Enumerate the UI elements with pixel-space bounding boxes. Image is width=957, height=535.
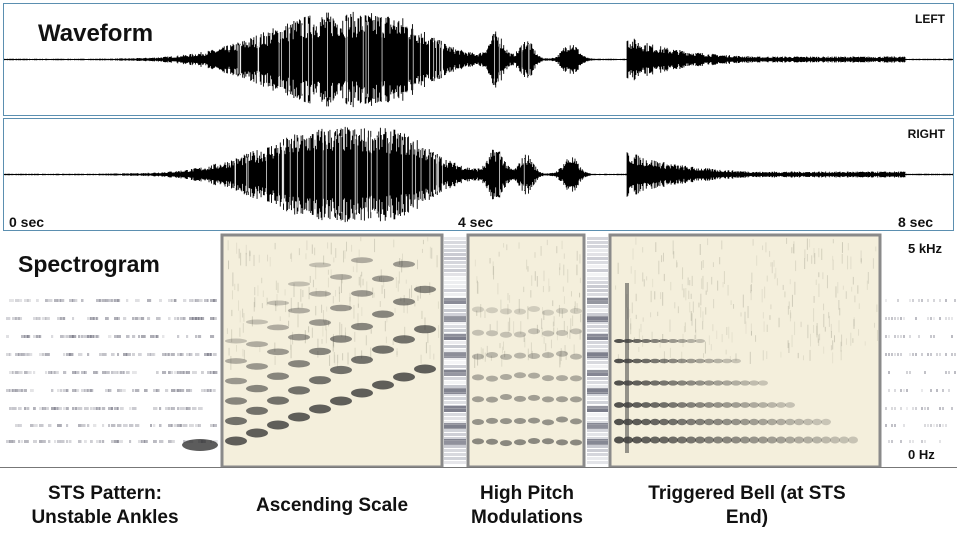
waveform-left-panel: Waveform LEFT (3, 3, 954, 116)
caption-ascending-scale: Ascending Scale (222, 494, 442, 518)
right-channel-label: RIGHT (907, 127, 945, 141)
caption-sts-pattern-line1: STS Pattern: (47, 483, 163, 504)
waveform-right-panel: RIGHT (3, 118, 954, 231)
waveform-title: Waveform (38, 20, 154, 47)
freq-label-top: 5 kHz (908, 241, 942, 256)
time-label-start: 0 sec (9, 214, 45, 230)
caption-triggered-bell: Triggered Bell (at STS End) (622, 482, 872, 530)
caption-sts-pattern-line2: Unstable Ankles (31, 507, 179, 528)
caption-triggered-bell-line1: Triggered Bell (at STS (648, 483, 846, 504)
spectrogram-title: Spectrogram (18, 251, 160, 277)
caption-high-pitch: High Pitch Modulations (452, 482, 602, 530)
time-label-mid: 4 sec (458, 214, 494, 230)
caption-sts-pattern: STS Pattern: Unstable Ankles (10, 482, 200, 530)
left-channel-label: LEFT (915, 12, 945, 26)
spectrogram-image (6, 233, 956, 467)
caption-triggered-bell-line2: End) (725, 507, 769, 528)
spectrogram-panel: Spectrogram 5 kHz 0 Hz (0, 233, 957, 468)
waveform-right-trace (4, 126, 953, 223)
caption-ascending-scale-line1: Ascending Scale (255, 495, 409, 516)
freq-label-bottom: 0 Hz (908, 447, 935, 462)
caption-high-pitch-line1: High Pitch (480, 483, 574, 504)
waveform-left-trace (4, 11, 953, 108)
time-label-end: 8 sec (898, 214, 934, 230)
caption-high-pitch-line2: Modulations (471, 507, 583, 528)
